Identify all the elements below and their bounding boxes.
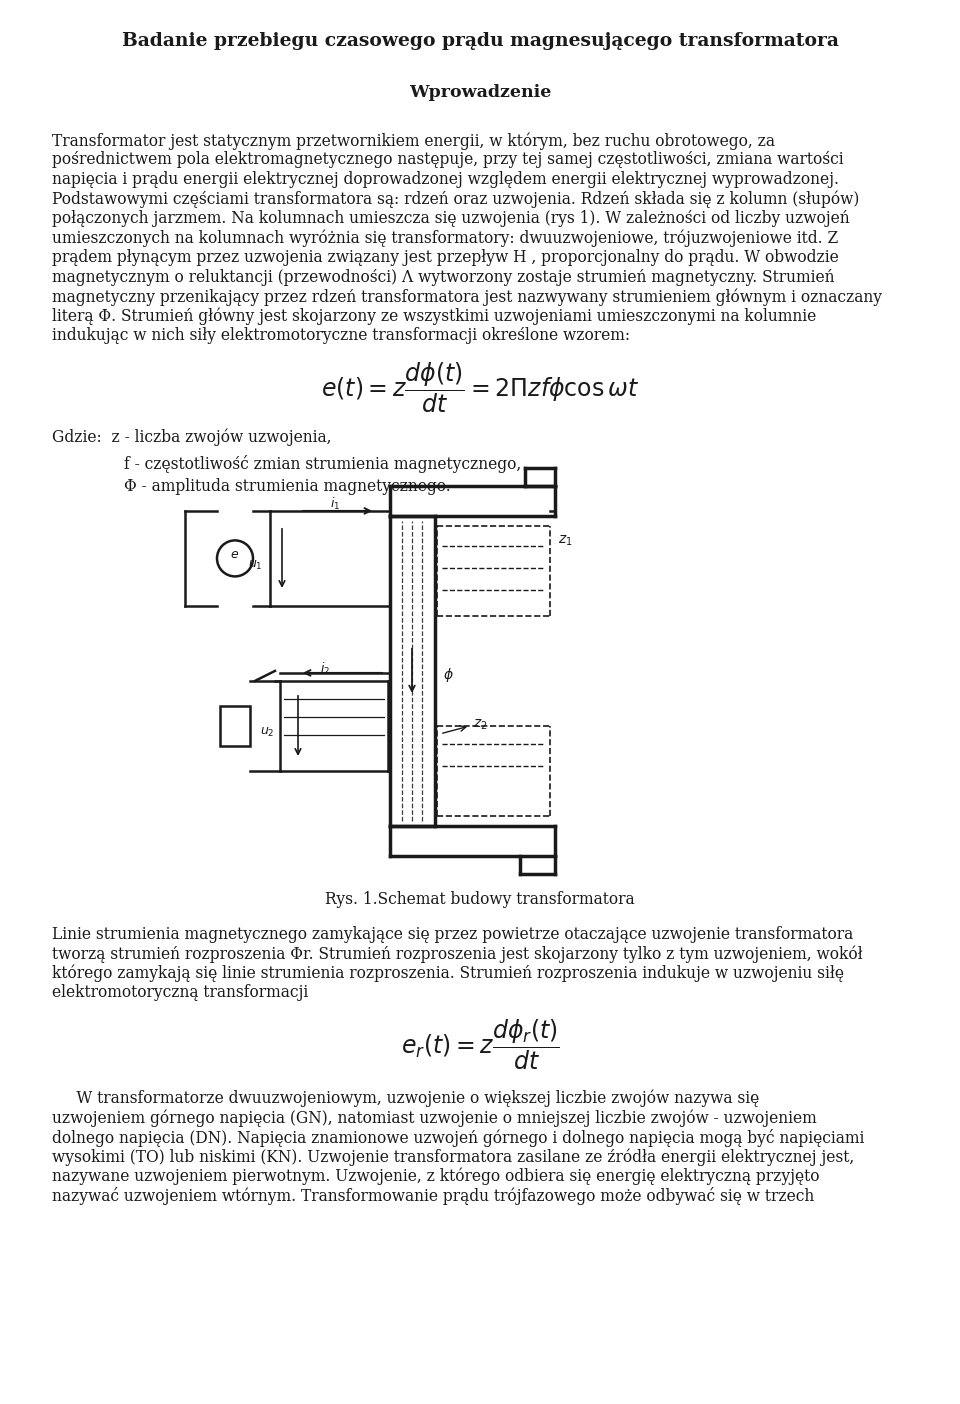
Text: połączonych jarzmem. Na kolumnach umieszcza się uzwojenia (rys 1). W zależności : połączonych jarzmem. Na kolumnach umiesz… bbox=[52, 211, 850, 227]
Text: nazywać uzwojeniem wtórnym. Transformowanie prądu trójfazowego może odbywać się : nazywać uzwojeniem wtórnym. Transformowa… bbox=[52, 1188, 814, 1206]
Text: $e(t) = z\dfrac{d\phi(t)}{dt} = 2\Pi zf\phi\cos\omega t$: $e(t) = z\dfrac{d\phi(t)}{dt} = 2\Pi zf\… bbox=[321, 361, 639, 414]
Text: $z_2$: $z_2$ bbox=[473, 717, 488, 733]
Text: $u_2$: $u_2$ bbox=[260, 726, 275, 739]
Text: uzwojeniem górnego napięcia (GN), natomiast uzwojenie o mniejszej liczbie zwojów: uzwojeniem górnego napięcia (GN), natomi… bbox=[52, 1109, 817, 1127]
Text: $i_2$: $i_2$ bbox=[320, 661, 330, 677]
Text: Φ - amplituda strumienia magnetycznego.: Φ - amplituda strumienia magnetycznego. bbox=[124, 479, 451, 496]
Text: Wprowadzenie: Wprowadzenie bbox=[409, 84, 551, 101]
Text: f - częstotliwość zmian strumienia magnetycznego,: f - częstotliwość zmian strumienia magne… bbox=[124, 455, 521, 473]
Text: wysokimi (TO) lub niskimi (KN). Uzwojenie transformatora zasilane ze źródła ener: wysokimi (TO) lub niskimi (KN). Uzwojeni… bbox=[52, 1148, 854, 1165]
Text: $e_r(t) = z\dfrac{d\phi_r(t)}{dt}$: $e_r(t) = z\dfrac{d\phi_r(t)}{dt}$ bbox=[400, 1018, 560, 1073]
Bar bbox=[220, 706, 250, 746]
Text: pośrednictwem pola elektromagnetycznego następuje, przy tej samej częstotliwości: pośrednictwem pola elektromagnetycznego … bbox=[52, 152, 844, 168]
Text: literą Φ. Strumień główny jest skojarzony ze wszystkimi uzwojeniami umieszczonym: literą Φ. Strumień główny jest skojarzon… bbox=[52, 307, 816, 324]
Text: Gdzie:  z - liczba zwojów uzwojenia,: Gdzie: z - liczba zwojów uzwojenia, bbox=[52, 428, 331, 446]
Text: indukując w nich siły elektromotoryczne transformacji określone wzorem:: indukując w nich siły elektromotoryczne … bbox=[52, 327, 630, 344]
Text: Rys. 1.Schemat budowy transformatora: Rys. 1.Schemat budowy transformatora bbox=[325, 892, 635, 908]
Text: magnetyczny przenikający przez rdzeń transformatora jest nazwywany strumieniem g: magnetyczny przenikający przez rdzeń tra… bbox=[52, 288, 882, 306]
Text: elektromotoryczną transformacji: elektromotoryczną transformacji bbox=[52, 984, 308, 1001]
Text: $z_1$: $z_1$ bbox=[558, 534, 572, 549]
Text: tworzą strumień rozproszenia Φr. Strumień rozproszenia jest skojarzony tylko z t: tworzą strumień rozproszenia Φr. Strumie… bbox=[52, 945, 863, 963]
Text: prądem płynącym przez uzwojenia związany jest przepływ H , proporcjonalny do prą: prądem płynącym przez uzwojenia związany… bbox=[52, 249, 839, 265]
Text: $\phi$: $\phi$ bbox=[443, 665, 454, 684]
Text: Transformator jest statycznym przetwornikiem energii, w którym, bez ruchu obroto: Transformator jest statycznym przetworni… bbox=[52, 132, 775, 149]
Text: dolnego napięcia (DN). Napięcia znamionowe uzwojeń górnego i dolnego napięcia mo: dolnego napięcia (DN). Napięcia znamiono… bbox=[52, 1129, 864, 1147]
Text: $u_1$: $u_1$ bbox=[248, 559, 263, 571]
Text: Podstawowymi częściami transformatora są: rdzeń oraz uzwojenia. Rdzeń składa się: Podstawowymi częściami transformatora są… bbox=[52, 191, 859, 208]
Text: Linie strumienia magnetycznego zamykające się przez powietrze otaczające uzwojen: Linie strumienia magnetycznego zamykając… bbox=[52, 925, 853, 943]
Text: $e$: $e$ bbox=[230, 548, 240, 562]
Text: W transformatorze dwuuzwojeniowym, uzwojenie o większej liczbie zwojów nazywa si: W transformatorze dwuuzwojeniowym, uzwoj… bbox=[52, 1090, 759, 1108]
Text: którego zamykają się linie strumienia rozproszenia. Strumień rozproszenia induku: którego zamykają się linie strumienia ro… bbox=[52, 965, 844, 983]
Text: napięcia i prądu energii elektrycznej doprowadzonej względem energii elektryczne: napięcia i prądu energii elektrycznej do… bbox=[52, 171, 839, 188]
Text: Badanie przebiegu czasowego prądu magnesującego transformatora: Badanie przebiegu czasowego prądu magnes… bbox=[122, 32, 838, 51]
Text: umieszczonych na kolumnach wyróżnia się transformatory: dwuuzwojeniowe, trójuzwo: umieszczonych na kolumnach wyróżnia się … bbox=[52, 229, 838, 247]
Text: $i_1$: $i_1$ bbox=[330, 496, 340, 512]
Text: nazywane uzwojeniem pierwotnym. Uzwojenie, z którego odbiera się energię elektry: nazywane uzwojeniem pierwotnym. Uzwojeni… bbox=[52, 1168, 820, 1185]
Text: magnetycznym o reluktancji (przewodności) Λ wytworzony zostaje strumień magnetyc: magnetycznym o reluktancji (przewodności… bbox=[52, 268, 834, 285]
